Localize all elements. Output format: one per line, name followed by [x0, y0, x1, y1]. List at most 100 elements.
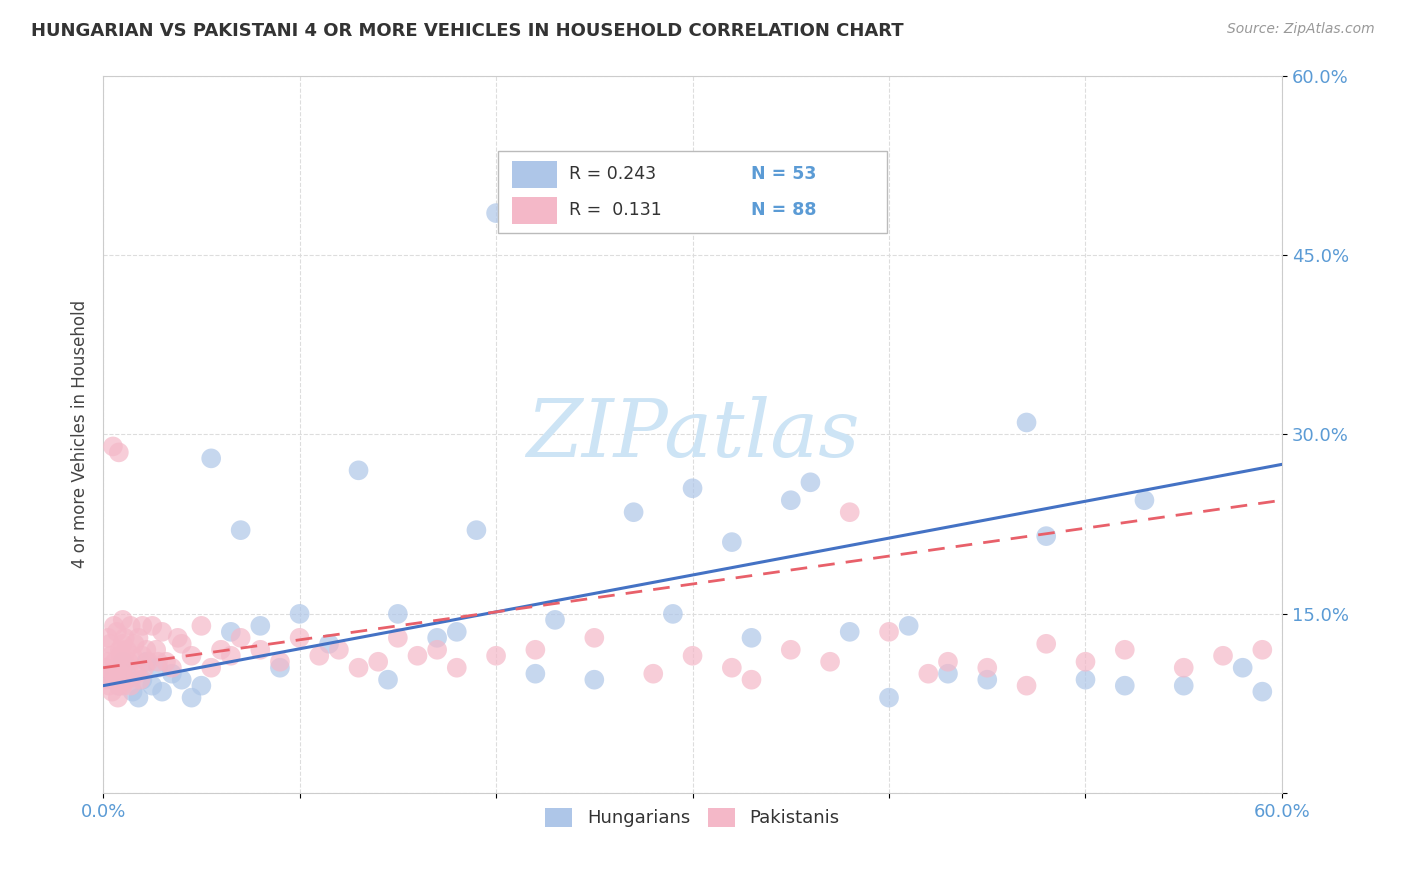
- Point: [111, 613, 134, 627]
- Point: [877, 690, 900, 705]
- Point: [114, 631, 136, 645]
- Point: [190, 619, 212, 633]
- Point: [779, 493, 801, 508]
- Point: [249, 619, 271, 633]
- Point: [318, 637, 340, 651]
- Text: ZIPatlas: ZIPatlas: [526, 396, 859, 473]
- Point: [200, 451, 222, 466]
- Point: [219, 624, 242, 639]
- Point: [269, 661, 291, 675]
- Point: [94, 661, 117, 675]
- Point: [544, 613, 567, 627]
- Point: [838, 624, 860, 639]
- Point: [115, 666, 138, 681]
- Text: R = 0.243: R = 0.243: [569, 165, 655, 183]
- Point: [347, 463, 370, 477]
- Point: [108, 642, 131, 657]
- Point: [105, 624, 128, 639]
- Point: [115, 642, 138, 657]
- Point: [105, 661, 128, 675]
- Point: [1212, 648, 1234, 663]
- Point: [936, 655, 959, 669]
- Point: [936, 666, 959, 681]
- Point: [426, 642, 449, 657]
- FancyBboxPatch shape: [512, 197, 557, 224]
- Point: [118, 661, 141, 675]
- Point: [180, 648, 202, 663]
- Point: [131, 619, 153, 633]
- Point: [131, 648, 153, 663]
- Text: HUNGARIAN VS PAKISTANI 4 OR MORE VEHICLES IN HOUSEHOLD CORRELATION CHART: HUNGARIAN VS PAKISTANI 4 OR MORE VEHICLE…: [31, 22, 904, 40]
- Point: [131, 673, 153, 687]
- FancyBboxPatch shape: [498, 151, 887, 234]
- Point: [721, 661, 744, 675]
- Point: [721, 535, 744, 549]
- Point: [387, 607, 409, 621]
- Point: [166, 631, 188, 645]
- Point: [128, 690, 150, 705]
- Point: [97, 631, 120, 645]
- Point: [111, 679, 134, 693]
- Point: [118, 655, 141, 669]
- Point: [145, 642, 167, 657]
- Point: [135, 655, 157, 669]
- Point: [1074, 655, 1097, 669]
- Point: [1173, 679, 1195, 693]
- Point: [108, 679, 131, 693]
- Point: [485, 206, 508, 220]
- Point: [682, 481, 704, 495]
- Point: [583, 673, 606, 687]
- Point: [128, 631, 150, 645]
- Point: [377, 673, 399, 687]
- Point: [740, 631, 762, 645]
- Point: [150, 684, 173, 698]
- Point: [209, 642, 232, 657]
- Point: [136, 655, 159, 669]
- Point: [818, 655, 841, 669]
- Y-axis label: 4 or more Vehicles in Household: 4 or more Vehicles in Household: [72, 301, 89, 568]
- Point: [110, 666, 132, 681]
- Point: [96, 655, 118, 669]
- Point: [288, 631, 311, 645]
- Point: [1114, 642, 1136, 657]
- Point: [662, 607, 685, 621]
- Point: [1074, 673, 1097, 687]
- Point: [976, 673, 998, 687]
- Point: [446, 661, 468, 675]
- Point: [838, 505, 860, 519]
- Point: [111, 637, 134, 651]
- Point: [1015, 679, 1038, 693]
- Point: [120, 679, 142, 693]
- Point: [104, 673, 127, 687]
- Point: [135, 642, 157, 657]
- Point: [328, 642, 350, 657]
- Point: [120, 619, 142, 633]
- Point: [125, 666, 148, 681]
- Point: [107, 690, 129, 705]
- Point: [682, 648, 704, 663]
- Point: [465, 523, 488, 537]
- Point: [108, 679, 131, 693]
- Point: [485, 648, 508, 663]
- Text: Source: ZipAtlas.com: Source: ZipAtlas.com: [1227, 22, 1375, 37]
- Point: [180, 690, 202, 705]
- Point: [98, 679, 121, 693]
- Point: [877, 624, 900, 639]
- Point: [101, 666, 124, 681]
- Point: [524, 666, 547, 681]
- Point: [583, 631, 606, 645]
- Point: [190, 679, 212, 693]
- Point: [111, 655, 134, 669]
- Point: [101, 439, 124, 453]
- Point: [308, 648, 330, 663]
- Point: [129, 673, 152, 687]
- Point: [155, 655, 177, 669]
- Point: [288, 607, 311, 621]
- Point: [170, 637, 193, 651]
- Point: [146, 655, 169, 669]
- Point: [124, 637, 146, 651]
- Point: [1035, 637, 1057, 651]
- Point: [367, 655, 389, 669]
- Point: [134, 661, 156, 675]
- Point: [121, 648, 143, 663]
